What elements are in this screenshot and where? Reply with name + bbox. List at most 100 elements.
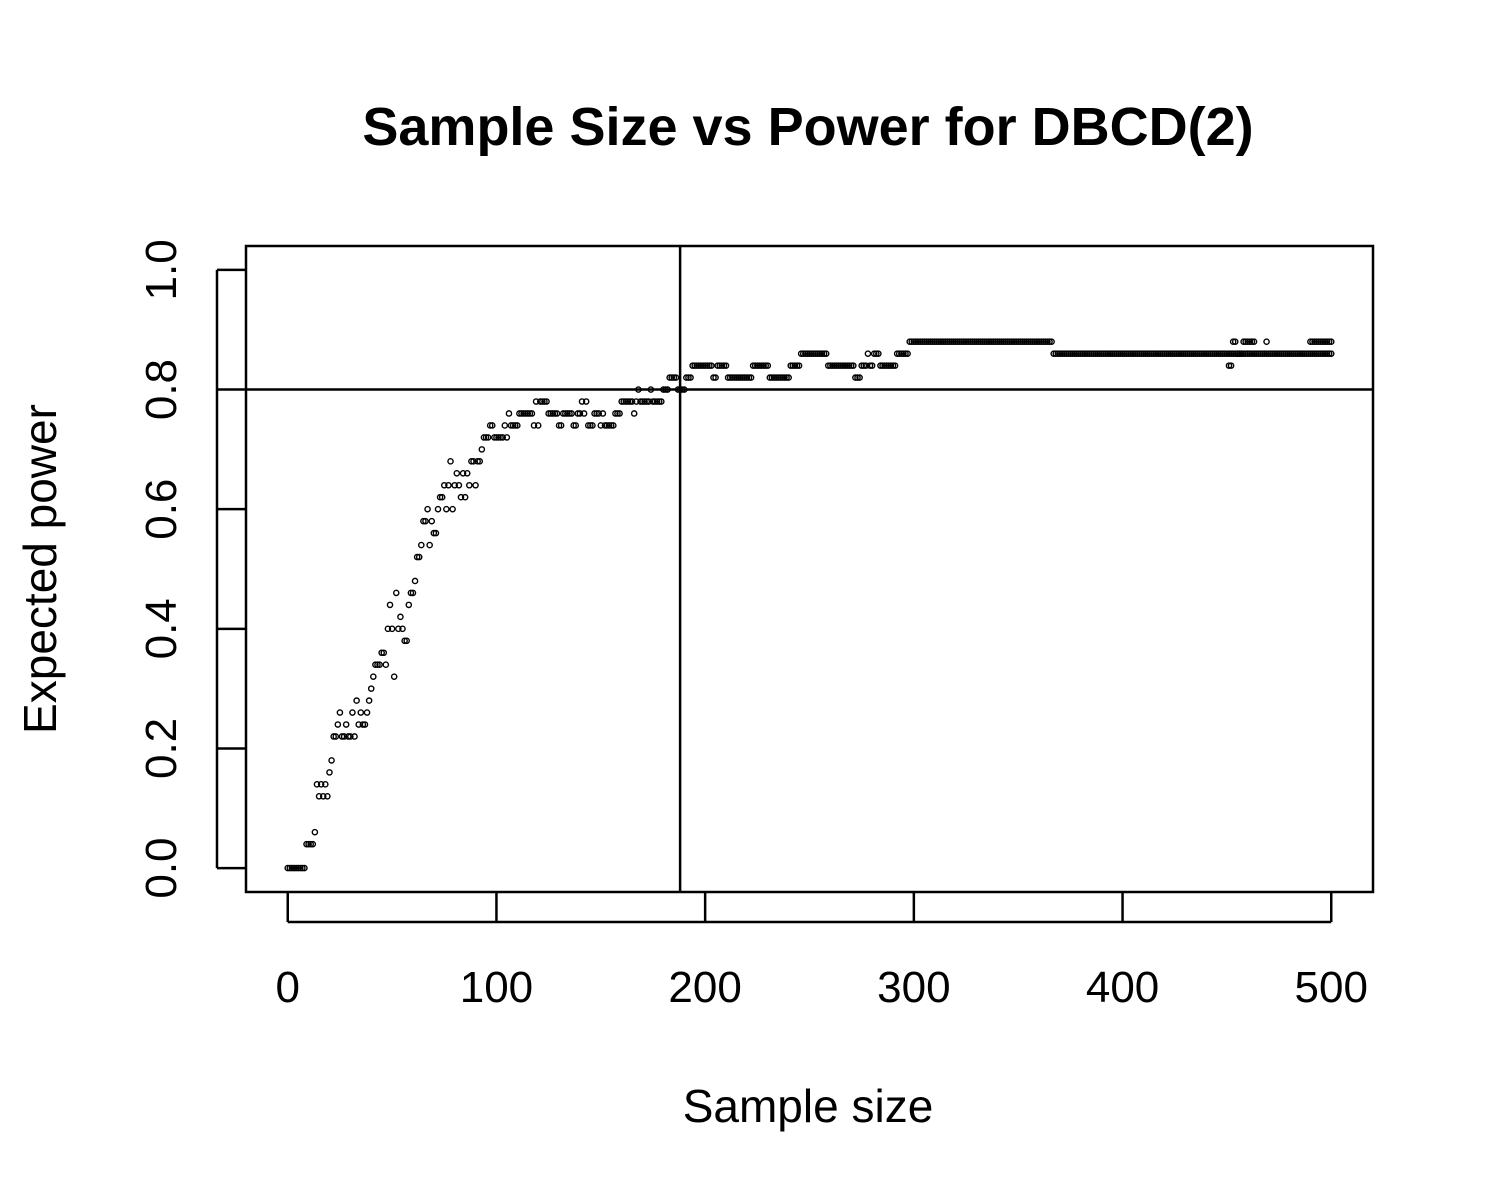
- data-point: [1112, 350, 1120, 357]
- data-point: [342, 721, 350, 728]
- data-point: [760, 362, 767, 369]
- data-point: [708, 362, 715, 369]
- data-point: [570, 422, 577, 429]
- data-point: [950, 338, 957, 346]
- data-point: [1215, 350, 1222, 357]
- data-point: [1315, 350, 1323, 357]
- data-point: [597, 422, 605, 429]
- data-point: [680, 386, 688, 393]
- data-point: [666, 374, 673, 381]
- data-point: [1225, 350, 1233, 357]
- data-point: [910, 338, 918, 346]
- data-point: [1219, 350, 1227, 357]
- data-point: [918, 338, 926, 346]
- data-point: [1154, 350, 1162, 357]
- data-point: [1035, 338, 1043, 346]
- data-point: [405, 601, 413, 609]
- data-point: [662, 386, 669, 393]
- data-point: [749, 362, 757, 369]
- data-point: [1265, 350, 1272, 357]
- data-point: [658, 398, 665, 405]
- data-point: [1079, 350, 1087, 357]
- data-point: [1263, 350, 1270, 357]
- x-tick-label: 200: [668, 963, 741, 1012]
- data-point: [319, 792, 327, 800]
- data-point: [476, 458, 484, 465]
- data-point: [486, 422, 494, 429]
- data-point: [651, 398, 659, 405]
- data-point: [916, 338, 924, 346]
- data-point: [1073, 350, 1080, 357]
- data-point: [488, 422, 496, 429]
- data-point: [891, 362, 899, 369]
- data-point: [353, 697, 360, 704]
- data-point: [946, 338, 953, 346]
- data-point: [374, 661, 381, 669]
- data-point: [683, 374, 690, 381]
- data-point: [507, 422, 515, 429]
- data-point: [288, 864, 296, 872]
- data-point: [1327, 338, 1335, 346]
- data-point: [994, 338, 1001, 346]
- data-point: [691, 362, 699, 369]
- data-point: [789, 362, 797, 369]
- data-point: [1202, 350, 1210, 357]
- data-point: [1317, 350, 1325, 357]
- data-point: [380, 649, 388, 657]
- data-point: [1067, 350, 1074, 357]
- data-point: [1152, 350, 1160, 357]
- data-point: [401, 637, 408, 645]
- data-point: [388, 625, 396, 633]
- data-point: [574, 410, 582, 417]
- data-point: [856, 374, 863, 381]
- data-point: [524, 410, 532, 417]
- data-point: [1307, 350, 1314, 357]
- data-point: [1129, 350, 1137, 357]
- data-point: [1062, 350, 1070, 357]
- data-point: [973, 338, 980, 346]
- data-point: [1021, 338, 1028, 346]
- data-point: [998, 338, 1005, 346]
- data-point: [1027, 338, 1035, 346]
- data-point: [1284, 350, 1291, 357]
- data-point: [864, 350, 872, 357]
- data-point: [923, 338, 930, 346]
- data-point: [1181, 350, 1189, 357]
- data-point: [614, 410, 621, 417]
- data-point: [336, 709, 344, 716]
- data-point: [1200, 350, 1208, 357]
- data-point: [902, 350, 909, 357]
- data-point: [1102, 350, 1110, 357]
- data-point: [635, 386, 642, 393]
- data-point: [440, 481, 448, 489]
- data-point: [536, 398, 544, 405]
- data-point: [296, 864, 304, 872]
- data-point: [516, 410, 523, 417]
- data-point: [622, 398, 630, 405]
- data-point: [549, 410, 557, 417]
- data-point: [647, 386, 655, 393]
- data-point: [676, 386, 684, 393]
- data-point: [1279, 350, 1287, 357]
- data-point: [1302, 350, 1310, 357]
- data-point: [1246, 338, 1254, 346]
- data-point: [1025, 338, 1032, 346]
- data-point: [545, 410, 552, 417]
- data-point: [1294, 350, 1302, 357]
- data-point: [791, 362, 799, 369]
- data-point: [1060, 350, 1068, 357]
- data-point: [920, 338, 928, 346]
- y-tick-label: 0.0: [137, 837, 186, 898]
- data-point: [1313, 338, 1320, 346]
- data-point: [1321, 350, 1329, 357]
- data-point: [875, 350, 882, 357]
- data-point: [948, 338, 955, 346]
- data-point: [1206, 350, 1214, 357]
- data-point: [315, 792, 323, 800]
- data-point: [1140, 350, 1147, 357]
- data-point: [1171, 350, 1179, 357]
- data-point: [347, 733, 354, 740]
- data-point: [739, 374, 747, 381]
- data-point: [1094, 350, 1101, 357]
- data-point: [1307, 338, 1314, 346]
